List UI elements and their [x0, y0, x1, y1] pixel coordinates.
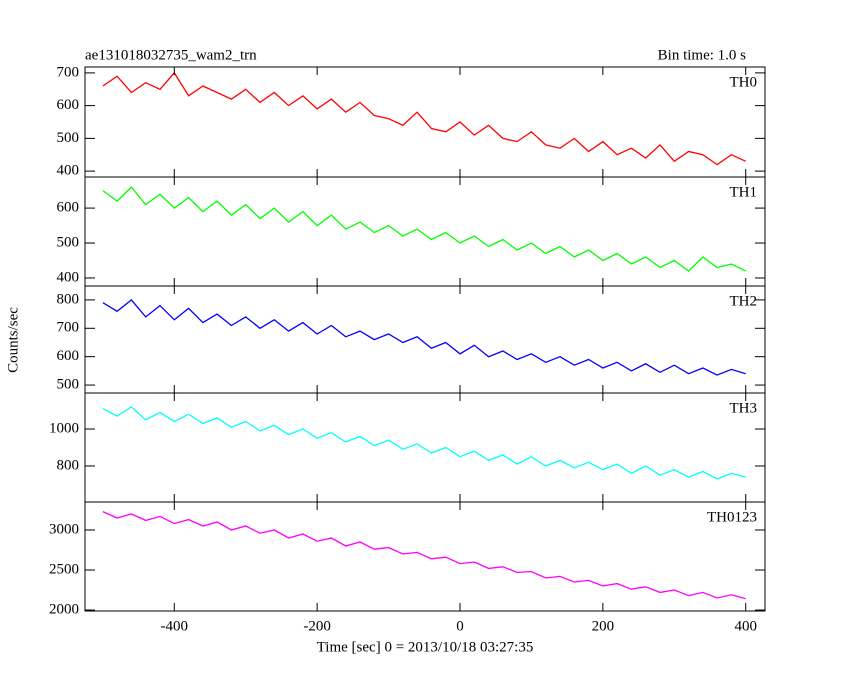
- y-axis-label: Counts/sec: [5, 307, 21, 373]
- y-tick-label: 500: [57, 376, 80, 392]
- y-tick-label: 2000: [49, 601, 79, 617]
- x-tick-label: -400: [161, 618, 189, 634]
- series-label: TH3: [730, 400, 758, 416]
- panel-frame: [84, 285, 766, 394]
- panel-frame: [84, 392, 766, 503]
- series-label: TH0: [730, 74, 758, 90]
- y-tick-label: 3000: [49, 521, 79, 537]
- y-tick-label: 700: [57, 320, 80, 336]
- x-tick-label: 200: [592, 618, 615, 634]
- y-tick-label: 2500: [49, 561, 79, 577]
- x-tick-label: 0: [456, 618, 464, 634]
- y-tick-label: 600: [57, 97, 80, 113]
- y-tick-label: 800: [57, 457, 80, 473]
- data-line: [102, 511, 746, 600]
- y-tick-label: 500: [57, 130, 80, 146]
- y-tick-label: 500: [57, 234, 80, 250]
- y-tick-label: 800: [57, 291, 80, 307]
- series-label: TH2: [730, 293, 758, 309]
- panel-frame: [84, 501, 766, 612]
- y-tick-label: 600: [57, 200, 80, 216]
- x-tick-label: 400: [734, 618, 757, 634]
- panel-frame: [84, 176, 766, 287]
- data-line: [102, 71, 746, 166]
- chart-title: ae131018032735_wam2_trn: [85, 47, 257, 63]
- series-label: TH1: [730, 184, 758, 200]
- x-axis-label: Time [sec] 0 = 2013/10/18 03:27:35: [317, 639, 534, 655]
- chart-subtitle: Bin time: 1.0 s: [658, 47, 747, 63]
- series-label: TH0123: [707, 509, 757, 525]
- data-line: [102, 186, 746, 272]
- y-tick-label: 1000: [49, 420, 79, 436]
- y-tick-label: 400: [57, 163, 80, 179]
- data-line: [102, 406, 746, 480]
- y-tick-label: 400: [57, 269, 80, 285]
- x-tick-label: -200: [303, 618, 331, 634]
- y-tick-label: 700: [57, 64, 80, 80]
- y-tick-label: 600: [57, 348, 80, 364]
- data-line: [102, 298, 746, 376]
